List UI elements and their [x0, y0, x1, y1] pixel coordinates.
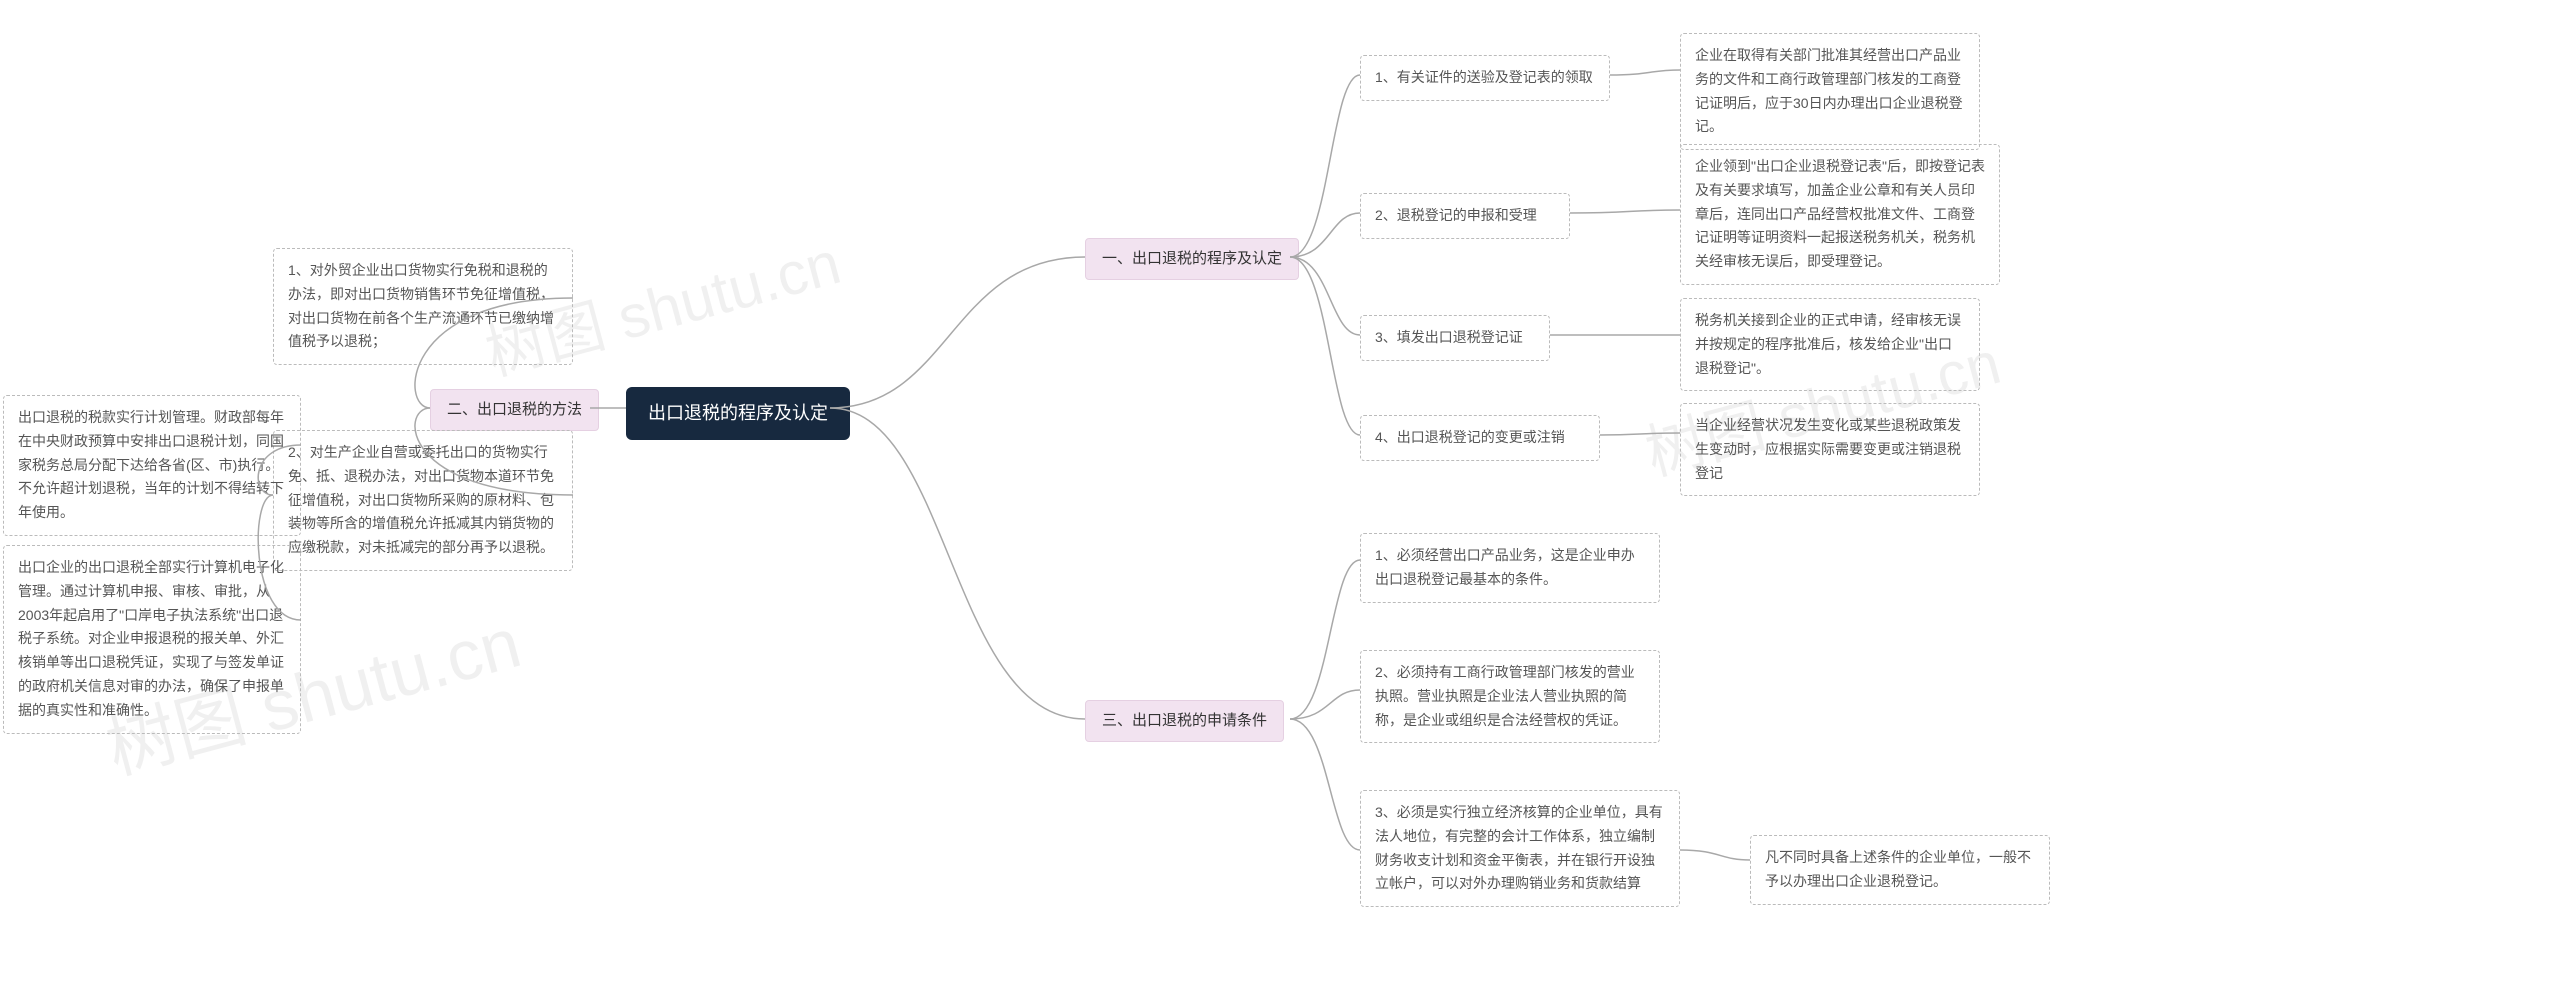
leaf-b2-1: 1、对外贸企业出口货物实行免税和退税的办法，即对出口货物销售环节免征增值税，对出… — [273, 248, 573, 365]
leaf-b1-3d: 税务机关接到企业的正式申请，经审核无误并按规定的程序批准后，核发给企业"出口退税… — [1680, 298, 1980, 391]
leaf-b1-3: 3、填发出口退税登记证 — [1360, 315, 1550, 361]
leaf-b1-2: 2、退税登记的申报和受理 — [1360, 193, 1570, 239]
leaf-b1-1: 1、有关证件的送验及登记表的领取 — [1360, 55, 1610, 101]
leaf-b2-2a: 出口退税的税款实行计划管理。财政部每年在中央财政预算中安排出口退税计划，同国家税… — [3, 395, 301, 536]
leaf-b1-1d: 企业在取得有关部门批准其经营出口产品业务的文件和工商行政管理部门核发的工商登记证… — [1680, 33, 1980, 150]
leaf-b1-4: 4、出口退税登记的变更或注销 — [1360, 415, 1600, 461]
branch-1: 一、出口退税的程序及认定 — [1085, 238, 1299, 280]
leaf-b3-3: 3、必须是实行独立经济核算的企业单位，具有法人地位，有完整的会计工作体系，独立编… — [1360, 790, 1680, 907]
leaf-b1-2d: 企业领到"出口企业退税登记表"后，即按登记表及有关要求填写，加盖企业公章和有关人… — [1680, 144, 2000, 285]
leaf-b3-2: 2、必须持有工商行政管理部门核发的营业执照。营业执照是企业法人营业执照的简称，是… — [1360, 650, 1660, 743]
leaf-b3-1: 1、必须经营出口产品业务，这是企业申办出口退税登记最基本的条件。 — [1360, 533, 1660, 603]
branch-2: 二、出口退税的方法 — [430, 389, 599, 431]
leaf-b2-2: 2、对生产企业自营或委托出口的货物实行免、抵、退税办法，对出口货物本道环节免征增… — [273, 430, 573, 571]
leaf-b1-4d: 当企业经营状况发生变化或某些退税政策发生变动时，应根据实际需要变更或注销退税登记 — [1680, 403, 1980, 496]
root-node: 出口退税的程序及认定 — [626, 387, 850, 440]
leaf-b3-3d: 凡不同时具备上述条件的企业单位，一般不予以办理出口企业退税登记。 — [1750, 835, 2050, 905]
branch-3: 三、出口退税的申请条件 — [1085, 700, 1284, 742]
leaf-b2-2b: 出口企业的出口退税全部实行计算机电子化管理。通过计算机申报、审核、审批，从200… — [3, 545, 301, 734]
